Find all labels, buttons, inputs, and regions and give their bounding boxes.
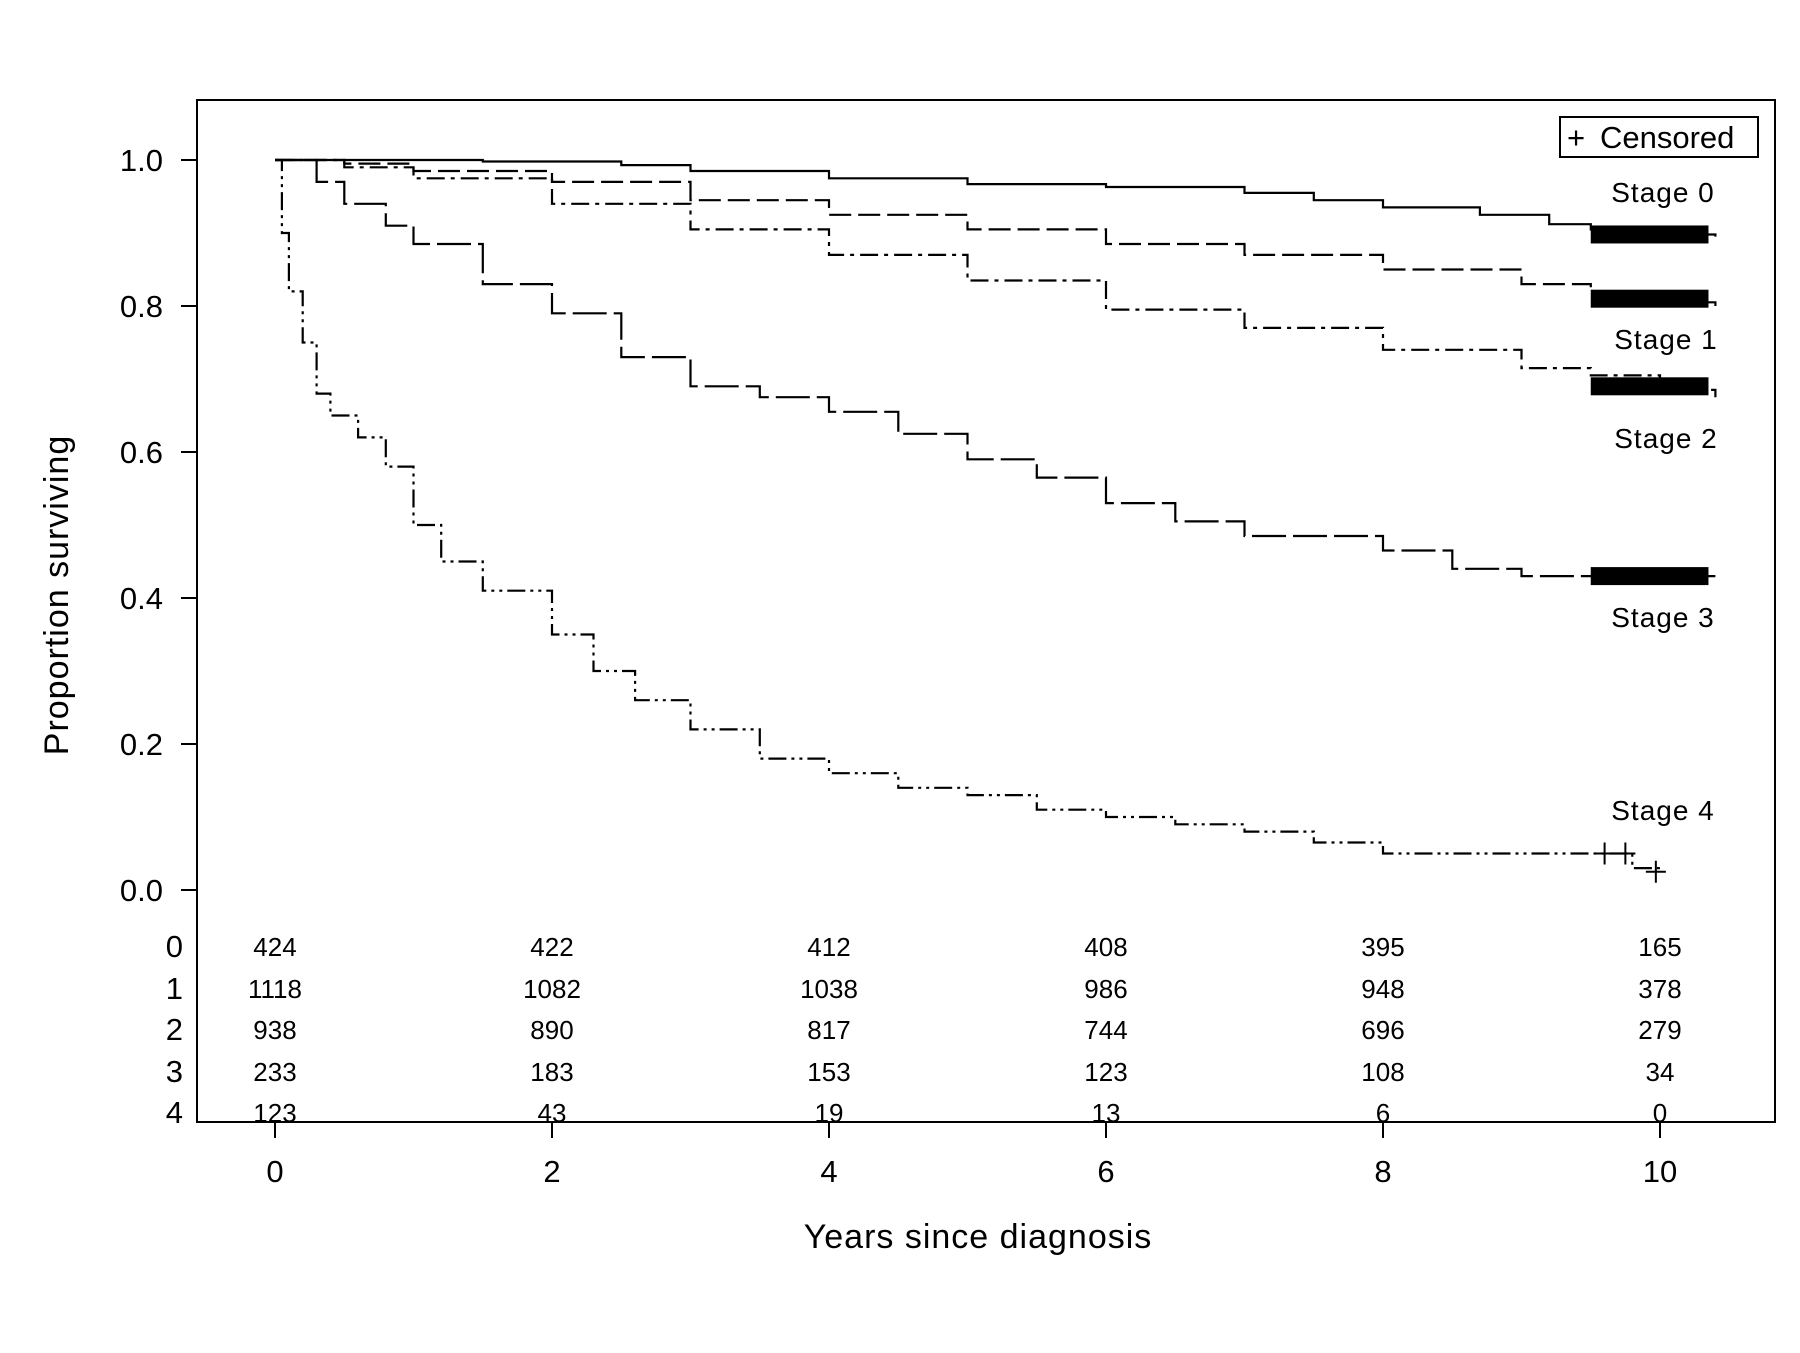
- risk-count-1-3: 986: [1084, 974, 1127, 1004]
- risk-count-4-2: 19: [815, 1098, 844, 1128]
- x-tick-label-3: 6: [1097, 1154, 1114, 1189]
- risk-count-2-3: 744: [1084, 1015, 1127, 1045]
- stage-labels: Stage 0 Stage 1 Stage 2 Stage 3 Stage 4: [1611, 177, 1718, 826]
- curve-stage-1: [275, 158, 1717, 306]
- risk-count-3-3: 123: [1084, 1057, 1127, 1087]
- risk-count-0-5: 165: [1638, 932, 1681, 962]
- stage-label-4: Stage 4: [1611, 795, 1715, 826]
- x-tick-label-5: 10: [1643, 1154, 1677, 1189]
- censor-band-stage-3: [1590, 567, 1709, 586]
- curve-stage-3: [275, 158, 1716, 578]
- x-tick-label-4: 8: [1374, 1154, 1391, 1189]
- stage-label-2: Stage 2: [1614, 423, 1718, 454]
- censor-marks: [1590, 225, 1709, 883]
- risk-count-1-0: 1118: [248, 974, 302, 1004]
- y-axis: 0.0 0.2 0.4 0.6 0.8 1.0: [120, 143, 197, 908]
- legend-label: Censored: [1600, 120, 1734, 155]
- risk-count-2-0: 938: [253, 1015, 296, 1045]
- risk-row-label-2: 2: [166, 1012, 183, 1047]
- risk-count-4-0: 123: [253, 1098, 296, 1128]
- risk-count-3-0: 233: [253, 1057, 296, 1087]
- stage-label-0: Stage 0: [1611, 177, 1715, 208]
- risk-count-1-1: 1082: [523, 974, 581, 1004]
- risk-count-4-5: 0: [1653, 1098, 1667, 1128]
- risk-count-0-2: 412: [807, 932, 850, 962]
- legend-symbol: +: [1567, 120, 1585, 155]
- x-tick-label-0: 0: [266, 1154, 283, 1189]
- x-tick-label-2: 4: [820, 1154, 837, 1189]
- risk-row-label-3: 3: [166, 1054, 183, 1089]
- risk-count-3-2: 153: [807, 1057, 850, 1087]
- risk-count-1-4: 948: [1361, 974, 1404, 1004]
- risk-count-4-4: 6: [1376, 1098, 1390, 1128]
- risk-count-4-1: 43: [538, 1098, 567, 1128]
- censor-band-stage-2: [1590, 377, 1709, 396]
- risk-count-2-2: 817: [807, 1015, 850, 1045]
- plot-frame: [196, 99, 1776, 1123]
- risk-count-1-2: 1038: [800, 974, 858, 1004]
- risk-count-0-3: 408: [1084, 932, 1127, 962]
- y-tick-label-1: 0.2: [120, 727, 163, 762]
- survival-curves: [275, 158, 1717, 872]
- x-axis-title: Years since diagnosis: [804, 1218, 1153, 1256]
- curve-stage-2: [275, 158, 1717, 398]
- risk-count-0-4: 395: [1361, 932, 1404, 962]
- risk-count-3-1: 183: [530, 1057, 573, 1087]
- risk-count-3-4: 108: [1361, 1057, 1404, 1087]
- curve-stage-0: [275, 158, 1717, 237]
- y-tick-label-5: 1.0: [120, 143, 163, 178]
- risk-count-0-0: 424: [253, 932, 296, 962]
- censor-band-stage-1: [1590, 289, 1709, 308]
- risk-row-label-1: 1: [166, 971, 183, 1006]
- risk-count-2-1: 890: [530, 1015, 573, 1045]
- legend-box: [1559, 116, 1759, 158]
- stage-label-3: Stage 3: [1611, 602, 1715, 633]
- x-axis: 0 2 4 6 8 10: [266, 1122, 1677, 1189]
- legend: + Censored: [1559, 116, 1759, 158]
- y-tick-label-3: 0.6: [120, 435, 163, 470]
- risk-count-2-4: 696: [1361, 1015, 1404, 1045]
- risk-count-3-5: 34: [1646, 1057, 1675, 1087]
- y-tick-label-0: 0.0: [120, 873, 163, 908]
- stage-label-1: Stage 1: [1614, 324, 1718, 355]
- censor-band-stage-0: [1590, 225, 1709, 244]
- risk-count-1-5: 378: [1638, 974, 1681, 1004]
- y-tick-label-2: 0.4: [120, 581, 163, 616]
- risk-count-2-5: 279: [1638, 1015, 1681, 1045]
- risk-row-label-4: 4: [166, 1095, 183, 1130]
- x-tick-label-1: 2: [543, 1154, 560, 1189]
- risk-count-0-1: 422: [530, 932, 573, 962]
- curve-stage-4: [275, 158, 1662, 872]
- risk-count-4-3: 13: [1092, 1098, 1121, 1128]
- y-axis-title: Proportion surviving: [38, 435, 76, 755]
- risk-row-label-0: 0: [166, 929, 183, 964]
- y-tick-label-4: 0.8: [120, 289, 163, 324]
